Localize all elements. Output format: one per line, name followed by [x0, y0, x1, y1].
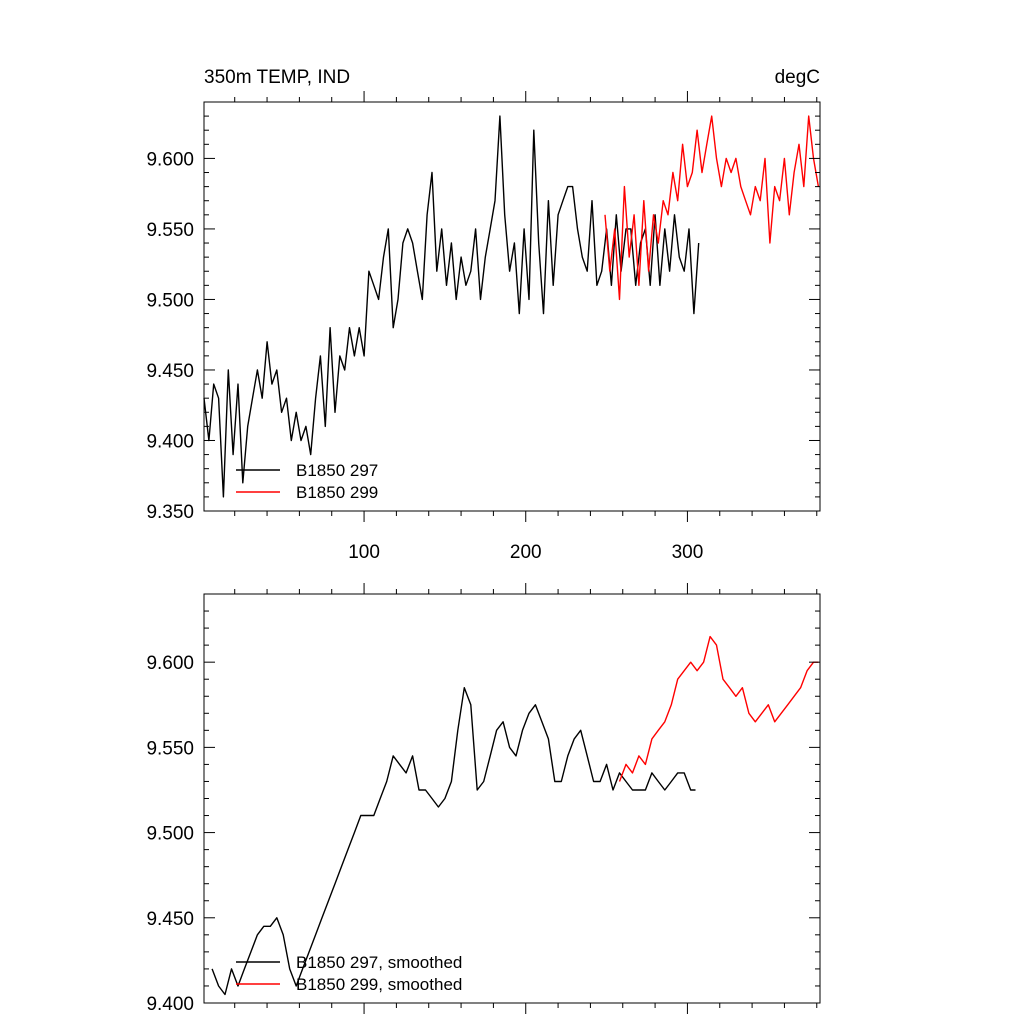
- bottom-chart-panel: 9.400 9.450 9.500 9.550 9.600 B1850 297, smo…: [146, 583, 821, 1015]
- x-tick-label: 300: [672, 542, 704, 563]
- series-line-1: [211, 687, 696, 996]
- y-tick-label: 9.500: [146, 824, 194, 845]
- y-tick-label: 9.550: [146, 738, 194, 759]
- plot-frame: [203, 101, 821, 512]
- series-line-2: [618, 635, 819, 782]
- bottom-chart-axes: 9.400 9.450 9.500 9.550 9.600: [146, 583, 821, 1015]
- x-tick-label: 100: [348, 542, 380, 563]
- bottom-chart-legend: B1850 297, smoothed B1850 299, smoothed: [236, 953, 462, 994]
- bottom-chart-series: [211, 635, 819, 996]
- y-tick-label: 9.450: [146, 361, 194, 382]
- chart-units-label: degC: [775, 67, 820, 88]
- top-chart-panel: 350m TEMP, IND degC 9.350 9.400 9.450 9.500…: [146, 67, 821, 563]
- y-tick-label: 9.400: [146, 994, 194, 1015]
- series-line-1: [203, 115, 700, 498]
- legend-label-1: B1850 297, smoothed: [296, 953, 462, 972]
- top-chart-axes: 9.350 9.400 9.450 9.500 9.550 9.600 100 200 300: [146, 91, 821, 563]
- x-tick-label: 200: [510, 542, 542, 563]
- chart-title-left: 350m TEMP, IND: [204, 67, 350, 88]
- legend-label-2: B1850 299: [296, 483, 378, 502]
- series-line-2: [604, 115, 820, 301]
- top-chart-series: [203, 115, 820, 498]
- y-tick-label: 9.350: [146, 502, 194, 523]
- y-tick-label: 9.600: [146, 149, 194, 170]
- top-chart-legend: B1850 297 B1850 299: [236, 461, 378, 502]
- y-tick-label: 9.450: [146, 909, 194, 930]
- legend-label-1: B1850 297: [296, 461, 378, 480]
- legend-label-2: B1850 299, smoothed: [296, 975, 462, 994]
- y-tick-label: 9.400: [146, 431, 194, 452]
- y-tick-label: 9.600: [146, 653, 194, 674]
- y-tick-label: 9.550: [146, 220, 194, 241]
- plot-frame: [203, 593, 821, 1004]
- y-tick-label: 9.500: [146, 290, 194, 311]
